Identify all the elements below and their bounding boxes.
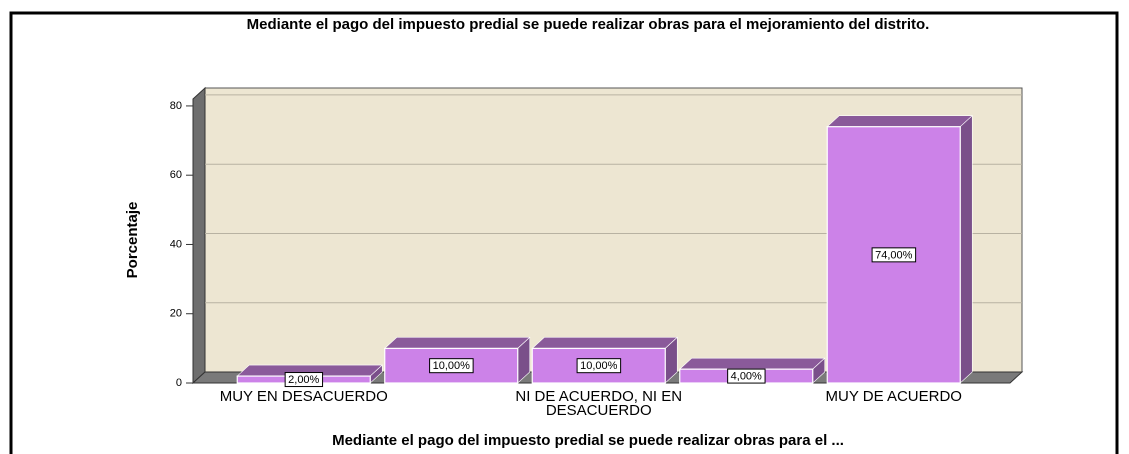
side-wall	[192, 86, 206, 385]
data-label: 74,00%	[875, 249, 913, 261]
bar-top	[826, 115, 974, 128]
bar-top	[383, 337, 531, 349]
data-label-box	[576, 358, 622, 374]
bar-top	[531, 337, 679, 349]
data-label-box	[284, 372, 324, 388]
x-tick-label: NI DE ACUERDO, NI EN DESACUERDO	[515, 388, 683, 419]
y-tick-label: 60	[170, 169, 182, 181]
data-label-box	[871, 247, 917, 263]
data-label: 2,00%	[288, 374, 319, 386]
data-label: 10,00%	[433, 360, 471, 372]
x-tick-label: MUY EN DESACUERDO	[219, 388, 388, 405]
y-tick-label: 40	[170, 238, 182, 250]
data-label: 4,00%	[731, 370, 762, 382]
data-label-box	[429, 358, 474, 374]
x-tick-label: MUY DE ACUERDO	[825, 388, 962, 405]
data-label-box	[727, 368, 766, 384]
y-tick-label: 0	[176, 377, 182, 389]
frame	[9, 11, 1119, 454]
data-label: 10,00%	[580, 360, 618, 372]
x-axis-title: Mediante el pago del impuesto predial se…	[332, 432, 844, 449]
bar-top	[678, 357, 826, 370]
y-tick-label: 80	[170, 100, 182, 112]
y-axis-title: Porcentaje	[124, 202, 141, 279]
chart-title: Mediante el pago del impuesto predial se…	[247, 16, 930, 33]
bar-side	[959, 115, 973, 384]
y-tick-label: 20	[170, 308, 182, 320]
